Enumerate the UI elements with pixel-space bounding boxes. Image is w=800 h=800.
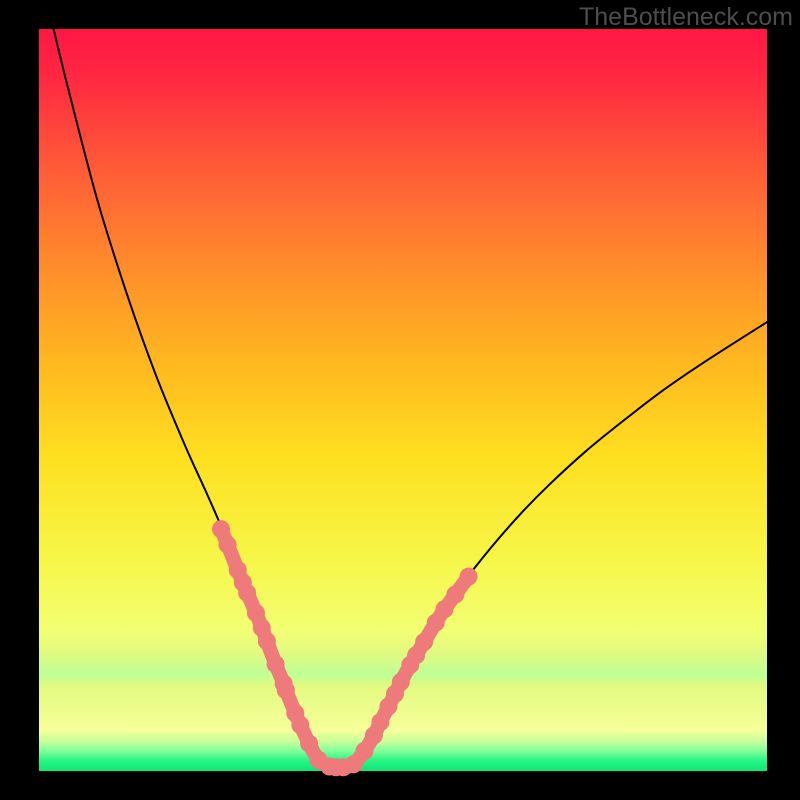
watermark-text: TheBottleneck.com [579,3,793,32]
marker-dot [446,585,464,603]
marker-dot [300,735,318,753]
figure-svg [0,0,800,800]
marker-dot [267,655,285,673]
marker-dot [371,713,389,731]
marker-dot [238,584,256,602]
marker-dot [392,673,410,691]
marker-dot [415,633,433,651]
marker-dot [355,742,373,760]
marker-dot [460,568,478,586]
marker-dot [291,716,309,734]
figure-root: TheBottleneck.com [0,0,800,800]
marker-dot [212,520,230,538]
marker-dot [435,600,453,618]
marker-dot [219,536,237,554]
marker-dot [258,632,276,650]
marker-dot [277,681,295,699]
